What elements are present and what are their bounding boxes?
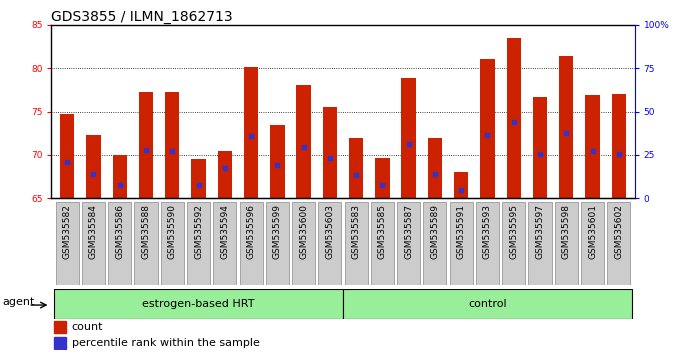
Bar xyxy=(54,321,66,333)
FancyBboxPatch shape xyxy=(449,202,473,285)
FancyBboxPatch shape xyxy=(344,202,368,285)
FancyBboxPatch shape xyxy=(56,202,79,285)
FancyBboxPatch shape xyxy=(239,202,263,285)
Bar xyxy=(349,137,364,198)
Text: GSM535592: GSM535592 xyxy=(194,204,203,259)
FancyBboxPatch shape xyxy=(187,202,210,285)
Text: GDS3855 / ILMN_1862713: GDS3855 / ILMN_1862713 xyxy=(51,10,233,24)
Bar xyxy=(244,67,259,198)
Text: GSM535601: GSM535601 xyxy=(588,204,597,259)
Bar xyxy=(322,107,337,198)
Text: GSM535583: GSM535583 xyxy=(352,204,361,259)
Bar xyxy=(454,172,469,198)
Bar xyxy=(375,158,390,198)
Bar xyxy=(480,59,495,198)
FancyBboxPatch shape xyxy=(213,202,237,285)
Text: GSM535603: GSM535603 xyxy=(325,204,334,259)
Bar xyxy=(165,92,180,198)
Text: agent: agent xyxy=(3,297,35,307)
FancyBboxPatch shape xyxy=(265,202,289,285)
Bar xyxy=(611,94,626,198)
FancyBboxPatch shape xyxy=(318,202,342,285)
FancyBboxPatch shape xyxy=(82,202,105,285)
FancyBboxPatch shape xyxy=(161,202,184,285)
FancyBboxPatch shape xyxy=(581,202,604,285)
FancyBboxPatch shape xyxy=(343,289,632,319)
Text: GSM535588: GSM535588 xyxy=(141,204,150,259)
Bar xyxy=(60,114,75,198)
Bar xyxy=(54,337,66,349)
Bar xyxy=(427,137,442,198)
Text: GSM535595: GSM535595 xyxy=(509,204,518,259)
Text: count: count xyxy=(72,322,104,332)
Text: GSM535589: GSM535589 xyxy=(430,204,440,259)
Bar xyxy=(270,125,285,198)
FancyBboxPatch shape xyxy=(555,202,578,285)
Bar xyxy=(139,92,153,198)
Text: estrogen-based HRT: estrogen-based HRT xyxy=(142,298,255,309)
Bar xyxy=(191,159,206,198)
Bar xyxy=(585,95,600,198)
Text: GSM535586: GSM535586 xyxy=(115,204,124,259)
Text: GSM535591: GSM535591 xyxy=(457,204,466,259)
Text: GSM535594: GSM535594 xyxy=(220,204,229,259)
Text: GSM535596: GSM535596 xyxy=(246,204,256,259)
FancyBboxPatch shape xyxy=(54,289,343,319)
Text: control: control xyxy=(468,298,507,309)
FancyBboxPatch shape xyxy=(423,202,447,285)
FancyBboxPatch shape xyxy=(397,202,421,285)
FancyBboxPatch shape xyxy=(292,202,315,285)
Text: GSM535584: GSM535584 xyxy=(89,204,98,259)
FancyBboxPatch shape xyxy=(502,202,525,285)
Text: GSM535587: GSM535587 xyxy=(404,204,413,259)
FancyBboxPatch shape xyxy=(371,202,394,285)
Text: GSM535599: GSM535599 xyxy=(273,204,282,259)
FancyBboxPatch shape xyxy=(108,202,131,285)
Bar xyxy=(217,152,232,198)
Text: percentile rank within the sample: percentile rank within the sample xyxy=(72,338,260,348)
Text: GSM535600: GSM535600 xyxy=(299,204,308,259)
Bar xyxy=(506,38,521,198)
Bar xyxy=(533,97,547,198)
Bar xyxy=(559,56,573,198)
Text: GSM535582: GSM535582 xyxy=(62,204,72,259)
Text: GSM535597: GSM535597 xyxy=(536,204,545,259)
FancyBboxPatch shape xyxy=(476,202,499,285)
Bar xyxy=(86,135,101,198)
Bar xyxy=(296,85,311,198)
Text: GSM535593: GSM535593 xyxy=(483,204,492,259)
FancyBboxPatch shape xyxy=(134,202,158,285)
FancyBboxPatch shape xyxy=(528,202,552,285)
Bar xyxy=(401,78,416,198)
Text: GSM535590: GSM535590 xyxy=(168,204,177,259)
Text: GSM535602: GSM535602 xyxy=(614,204,624,259)
FancyBboxPatch shape xyxy=(607,202,630,285)
Text: GSM535598: GSM535598 xyxy=(562,204,571,259)
Text: GSM535585: GSM535585 xyxy=(378,204,387,259)
Bar xyxy=(113,155,127,198)
